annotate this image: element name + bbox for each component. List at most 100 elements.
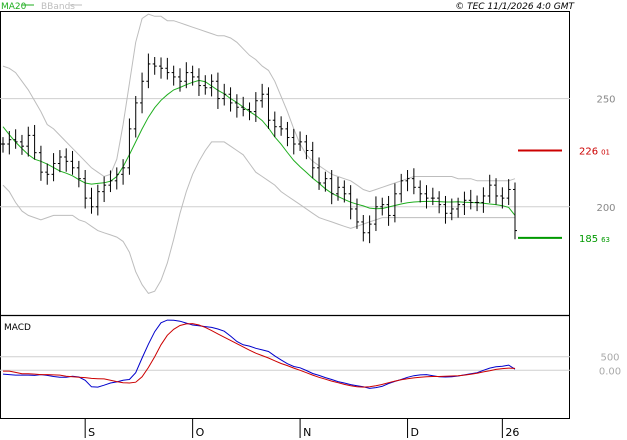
price-axis-label: 200 xyxy=(596,203,615,214)
ohlc-bar xyxy=(424,185,429,209)
resistance-level-decimals: 01 xyxy=(601,148,610,156)
ohlc-bar xyxy=(13,129,18,149)
ohlc-bar xyxy=(336,176,341,201)
ohlc-bar xyxy=(133,95,138,138)
ohlc-bar xyxy=(171,65,176,86)
x-axis-label: 26 xyxy=(505,426,519,439)
ohlc-bar xyxy=(32,124,37,160)
price-axis-label: 250 xyxy=(596,95,615,106)
ohlc-bar xyxy=(102,176,107,203)
ohlc-bar xyxy=(367,215,372,244)
ohlc-bar xyxy=(76,160,81,188)
macd-label: MACD xyxy=(4,323,31,333)
ohlc-bar xyxy=(418,180,423,203)
ohlc-bar xyxy=(380,197,385,216)
ohlc-bar xyxy=(253,92,258,122)
ohlc-bar xyxy=(494,178,499,205)
ohlc-bar xyxy=(70,150,75,175)
ohlc-bar xyxy=(279,116,284,136)
ohlc-bar xyxy=(83,169,88,209)
ohlc-bar xyxy=(266,87,271,129)
ma20-line-group xyxy=(2,79,516,216)
ohlc-bar xyxy=(234,94,239,118)
bbands-lower-line xyxy=(2,141,515,294)
ohlc-bar xyxy=(95,184,100,216)
ohlc-bar xyxy=(114,167,119,190)
ohlc-bar xyxy=(373,196,378,232)
ohlc-bar xyxy=(159,57,164,79)
ohlc-bar xyxy=(152,57,157,75)
ohlc-bar xyxy=(19,134,24,155)
ohlc-bar xyxy=(38,145,43,181)
ohlc-bar xyxy=(64,148,69,172)
macd-axis-label: 500 xyxy=(600,353,619,364)
ohlc-bar xyxy=(487,174,492,203)
bbands-legend-label: BBands xyxy=(41,2,75,12)
ohlc-bar xyxy=(203,75,208,95)
ohlc-bar xyxy=(1,137,5,153)
x-axis-label: O xyxy=(196,426,205,439)
ohlc-bar xyxy=(317,157,322,190)
ohlc-bar xyxy=(108,170,113,193)
ohlc-bar xyxy=(329,169,334,205)
copyright-label: © TEC 11/1/2026 4:0 GMT xyxy=(455,2,575,12)
x-axis: S O N D 26 xyxy=(84,419,519,439)
ohlc-bar xyxy=(475,195,480,212)
chart-frame xyxy=(0,11,570,419)
ohlc-bar xyxy=(386,195,391,226)
macd-axis-label: 0.00 xyxy=(599,366,621,377)
ohlc-bar xyxy=(140,72,145,114)
macd-line xyxy=(2,319,516,389)
ohlc-bar xyxy=(26,126,31,157)
support-level-integer: 185 xyxy=(579,234,598,245)
ohlc-bar xyxy=(291,128,296,155)
ohlc-bar xyxy=(342,180,347,203)
ohlc-bar xyxy=(215,72,220,109)
ohlc-bar xyxy=(399,173,404,203)
gridlines xyxy=(0,98,570,208)
ohlc-bar xyxy=(272,111,277,138)
macd-panel: 500 0.00 xyxy=(0,319,621,389)
ohlc-bar xyxy=(437,191,442,214)
support-level-label: 185 63 xyxy=(579,234,610,245)
ohlc-bar xyxy=(121,159,126,185)
resistance-level-integer: 226 xyxy=(579,146,598,157)
ohlc-bar xyxy=(392,183,397,223)
ohlc-bar xyxy=(500,187,505,209)
x-axis-label: N xyxy=(303,426,311,439)
signal-line xyxy=(3,323,516,388)
ohlc-bar xyxy=(165,57,170,80)
ohlc-bar xyxy=(285,121,290,147)
ohlc-bars xyxy=(1,53,517,244)
ohlc-bar xyxy=(506,179,511,206)
ohlc-bar xyxy=(45,163,50,185)
ohlc-bar xyxy=(89,187,94,214)
price-axis-labels: 250 200 xyxy=(596,95,615,214)
ohlc-bar xyxy=(7,131,12,155)
ohlc-bar xyxy=(462,191,467,216)
ohlc-bar xyxy=(222,83,227,106)
ohlc-bar xyxy=(304,134,309,160)
ohlc-bar xyxy=(247,102,252,121)
ohlc-bar xyxy=(196,68,201,96)
ohlc-bar xyxy=(57,150,62,173)
bbands-upper-line xyxy=(2,13,516,193)
ohlc-bar xyxy=(348,185,353,220)
ohlc-bar xyxy=(228,87,233,112)
ohlc-bar xyxy=(310,141,315,179)
x-axis-label: D xyxy=(411,426,419,439)
ohlc-bar xyxy=(430,187,435,206)
ohlc-bar xyxy=(449,198,454,221)
ohlc-bar xyxy=(405,169,410,192)
ohlc-bar xyxy=(51,153,56,182)
ohlc-bar xyxy=(481,187,486,213)
ohlc-bar xyxy=(468,189,473,210)
ohlc-bar xyxy=(354,198,359,229)
ohlc-bar xyxy=(513,182,517,240)
support-resistance-levels: 226 01 185 63 xyxy=(518,146,610,245)
ohlc-bar xyxy=(146,53,151,89)
ohlc-bar xyxy=(241,96,246,117)
ma20-legend-label: MA20 xyxy=(1,2,27,12)
bollinger-bands xyxy=(2,13,516,294)
